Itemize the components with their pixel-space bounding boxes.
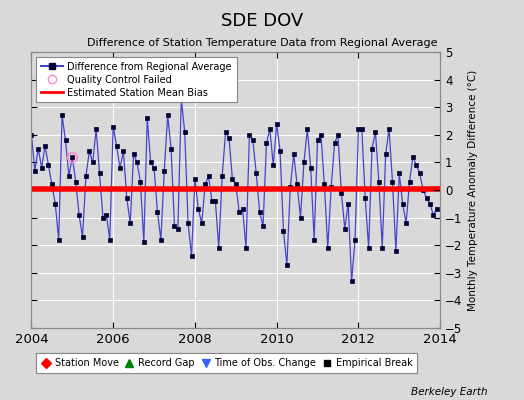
Text: Difference of Station Temperature Data from Regional Average: Difference of Station Temperature Data f… bbox=[87, 38, 437, 48]
Text: SDE DOV: SDE DOV bbox=[221, 12, 303, 30]
Legend: Station Move, Record Gap, Time of Obs. Change, Empirical Break: Station Move, Record Gap, Time of Obs. C… bbox=[36, 353, 417, 373]
Y-axis label: Monthly Temperature Anomaly Difference (°C): Monthly Temperature Anomaly Difference (… bbox=[468, 69, 478, 311]
Text: Berkeley Earth: Berkeley Earth bbox=[411, 387, 487, 397]
